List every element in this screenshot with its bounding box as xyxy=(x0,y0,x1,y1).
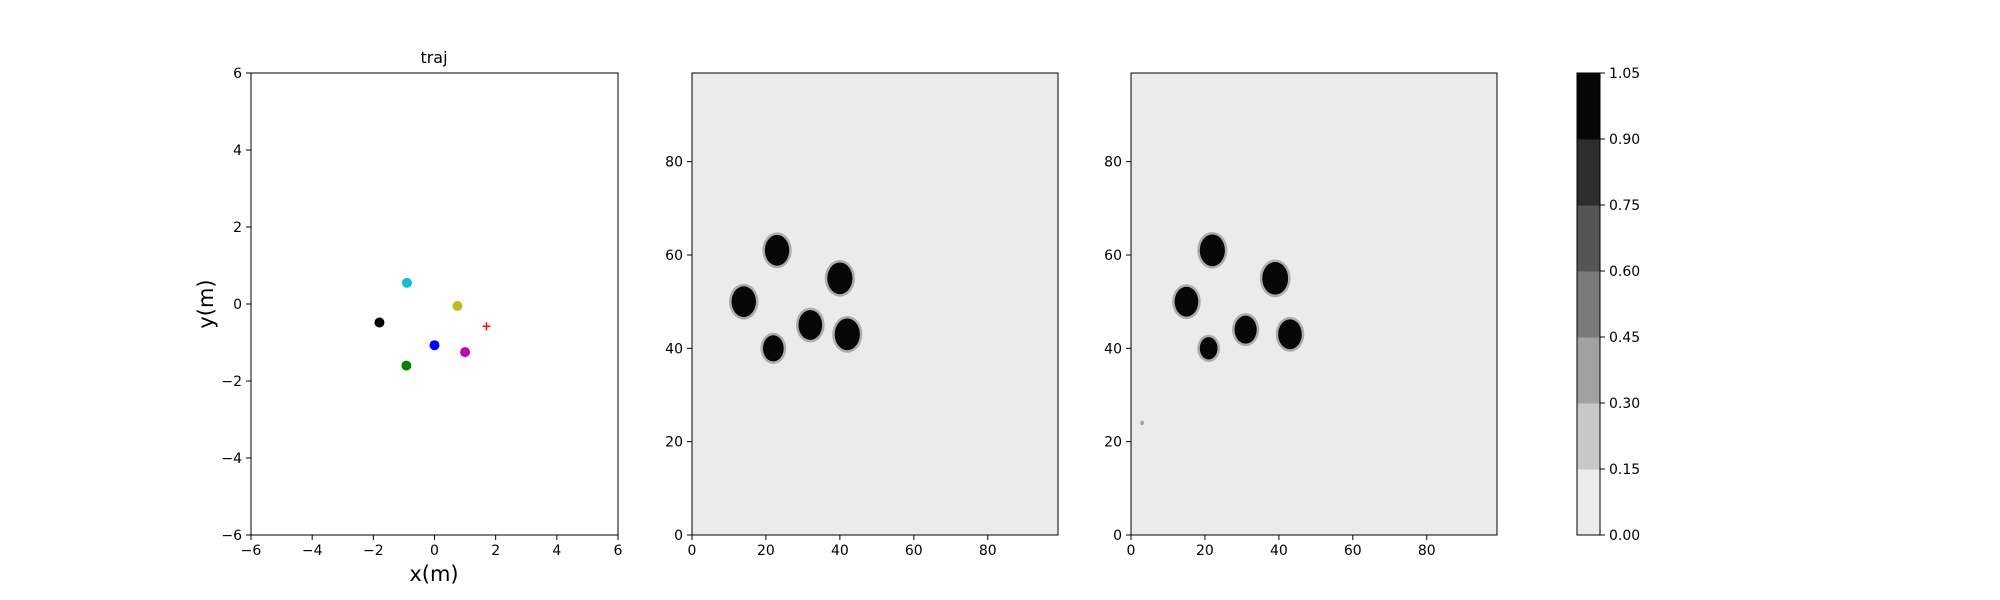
traj-points xyxy=(374,277,491,371)
heatmap-2-x-tick-label: 0 xyxy=(1127,543,1136,559)
colorbar-bands xyxy=(1577,73,1600,536)
traj-x-ticks: −6 −4 −2 0 2 4 6 xyxy=(241,535,623,559)
colorbar-band xyxy=(1577,337,1600,404)
heatmap-1-y-tick-label: 40 xyxy=(665,341,683,357)
heatmap-2-blobs xyxy=(1140,231,1305,426)
colorbar-band xyxy=(1577,139,1600,206)
traj-y-ticks: −6 −4 −2 0 2 4 6 xyxy=(221,66,251,544)
colorbar-tick-label: 0.00 xyxy=(1609,528,1640,544)
traj-x-tick-label: 2 xyxy=(491,543,500,559)
colorbar-band xyxy=(1577,403,1600,470)
heatmap-1-blob xyxy=(729,283,759,320)
heatmap-1-blob xyxy=(762,232,792,269)
traj-agent-point xyxy=(401,277,412,288)
heatmap-1-y-tick-label: 0 xyxy=(674,528,683,544)
heatmap-1-blob xyxy=(824,259,855,297)
heatmap-2-blob xyxy=(1140,420,1144,426)
heatmap-1-x-ticks: 0 20 40 60 80 xyxy=(688,535,997,559)
traj-y-tick-label: −4 xyxy=(221,451,242,467)
traj-target-marker xyxy=(482,322,491,331)
heatmap-2-blob xyxy=(1172,284,1201,320)
heatmap-1-x-tick-label: 40 xyxy=(831,543,849,559)
colorbar: 0.00 0.15 0.30 0.45 0.60 0.75 0.90 1.05 xyxy=(1576,66,1640,544)
traj-x-tick-label: −2 xyxy=(363,543,384,559)
heatmap-2-x-ticks: 0 20 40 60 80 xyxy=(1127,535,1436,559)
traj-y-tick-label: 6 xyxy=(233,66,242,82)
heatmap-1-blob xyxy=(832,315,863,353)
heatmap-1-blob xyxy=(795,307,825,343)
traj-agent-point xyxy=(429,340,440,351)
colorbar-frame xyxy=(1576,72,1601,536)
heatmap-2-blob xyxy=(1197,334,1221,363)
traj-y-tick-label: −6 xyxy=(221,528,242,544)
traj-x-tick-label: 4 xyxy=(552,543,561,559)
heatmap-1-y-tick-label: 80 xyxy=(665,155,683,171)
traj-x-tick-label: 0 xyxy=(430,543,439,559)
heatmap-2-x-tick-label: 60 xyxy=(1344,543,1362,559)
traj-agent-point xyxy=(401,360,412,371)
traj-x-tick-label: 6 xyxy=(614,543,623,559)
traj-axes-frame xyxy=(250,72,619,536)
heatmap-2-x-tick-label: 20 xyxy=(1196,543,1214,559)
colorbar-tick-label: 0.90 xyxy=(1609,132,1640,148)
heatmap-2-y-ticks: 0 20 40 60 80 xyxy=(1104,155,1131,544)
heatmap-2-y-tick-label: 80 xyxy=(1104,155,1122,171)
colorbar-band xyxy=(1577,271,1600,338)
heatmap-2-x-tick-label: 80 xyxy=(1418,543,1436,559)
heatmap-panel-1: 0 20 40 60 80 0 20 40 60 80 xyxy=(665,72,1059,559)
traj-title: traj xyxy=(420,48,447,67)
heatmap-1-x-tick-label: 20 xyxy=(757,543,775,559)
colorbar-ticks: 0.00 0.15 0.30 0.45 0.60 0.75 0.90 1.05 xyxy=(1600,66,1640,544)
colorbar-band xyxy=(1577,73,1600,140)
heatmap-1-x-tick-label: 0 xyxy=(688,543,697,559)
traj-y-label: y(m) xyxy=(194,279,218,328)
traj-panel: traj −6 −4 −2 0 2 4 6 −6 −4 −2 0 2 4 6 x(m) y(m) xyxy=(194,48,623,586)
traj-x-tick-label: −4 xyxy=(302,543,323,559)
traj-x-label: x(m) xyxy=(409,562,458,586)
heatmap-1-x-tick-label: 60 xyxy=(905,543,923,559)
traj-y-tick-label: −2 xyxy=(221,374,242,390)
colorbar-band xyxy=(1577,469,1600,536)
traj-plot-area xyxy=(251,73,618,535)
heatmap-2-blob xyxy=(1197,231,1228,269)
heatmap-2-blob xyxy=(1275,316,1305,352)
heatmap-panel-2: 0 20 40 60 80 0 20 40 60 80 xyxy=(1104,72,1498,559)
heatmap-2-blob xyxy=(1259,259,1291,298)
traj-y-tick-label: 2 xyxy=(233,220,242,236)
heatmap-1-y-tick-label: 20 xyxy=(665,435,683,451)
colorbar-tick-label: 0.75 xyxy=(1609,198,1640,214)
heatmap-1-x-tick-label: 80 xyxy=(979,543,997,559)
heatmap-2-x-tick-label: 40 xyxy=(1270,543,1288,559)
colorbar-band xyxy=(1577,205,1600,272)
colorbar-tick-label: 0.15 xyxy=(1609,462,1640,478)
heatmap-1-axes-frame xyxy=(691,72,1059,536)
colorbar-tick-label: 1.05 xyxy=(1609,66,1640,82)
traj-y-tick-label: 4 xyxy=(233,143,242,159)
colorbar-tick-label: 0.45 xyxy=(1609,330,1640,346)
traj-agent-point xyxy=(452,300,463,311)
heatmap-1-y-tick-label: 60 xyxy=(665,248,683,264)
colorbar-tick-label: 0.30 xyxy=(1609,396,1640,412)
heatmap-1-blobs xyxy=(729,232,863,364)
heatmap-2-y-tick-label: 0 xyxy=(1113,528,1122,544)
traj-y-tick-label: 0 xyxy=(233,297,242,313)
heatmap-2-y-tick-label: 40 xyxy=(1104,341,1122,357)
traj-agent-point xyxy=(374,317,385,328)
heatmap-2-y-tick-label: 20 xyxy=(1104,435,1122,451)
heatmap-2-axes-frame xyxy=(1130,72,1498,536)
colorbar-tick-label: 0.60 xyxy=(1609,264,1640,280)
heatmap-2-y-tick-label: 60 xyxy=(1104,248,1122,264)
traj-agent-point xyxy=(460,347,471,358)
heatmap-1-y-ticks: 0 20 40 60 80 xyxy=(665,155,692,544)
heatmap-2-blob xyxy=(1232,313,1260,347)
heatmap-1-blob xyxy=(760,332,787,364)
traj-x-tick-label: −6 xyxy=(241,543,262,559)
